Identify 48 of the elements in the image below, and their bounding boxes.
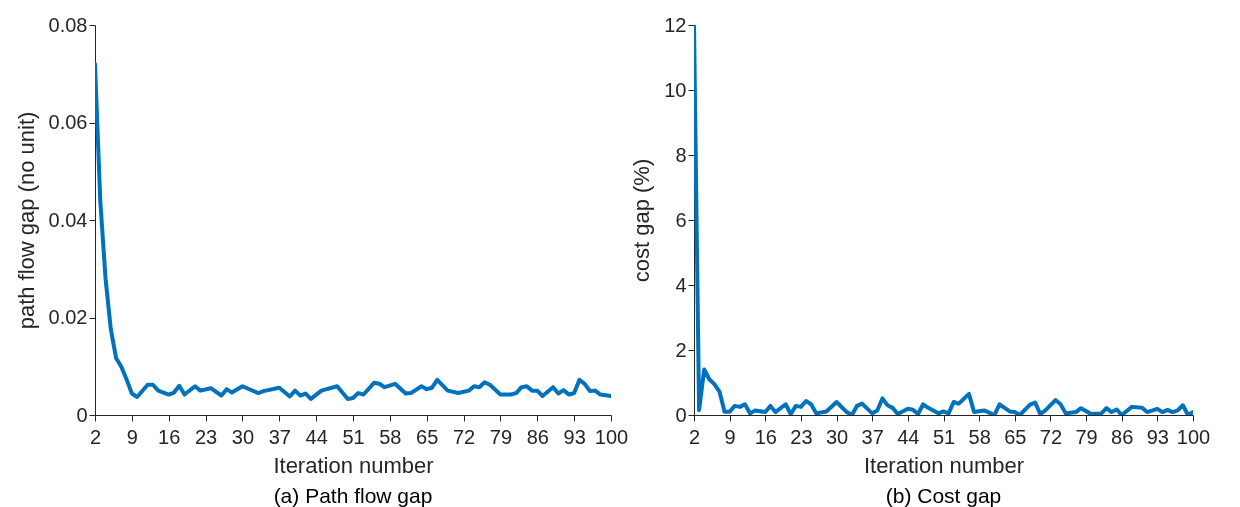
x-tick-label: 51 (342, 425, 365, 448)
x-tick-label: 86 (1111, 425, 1134, 448)
text: (a) Path flow gap (273, 484, 433, 507)
x-tick-label: 16 (158, 425, 181, 448)
y-tick-label: 8 (675, 143, 687, 166)
x-tick-label: 51 (932, 425, 956, 448)
x-tick-label: 44 (897, 425, 920, 448)
text: (b) Cost gap (885, 484, 1002, 507)
y-tick-label: 10 (664, 78, 687, 101)
y-tick-label: 0.08 (48, 13, 88, 36)
x-tick-label: 9 (724, 425, 736, 448)
y-axis-title: path flow gap (no unit) (13, 111, 39, 330)
x-tick-label: 23 (790, 425, 813, 448)
y-tick-label: 0 (675, 403, 687, 426)
x-tick-label: 37 (861, 425, 884, 448)
x-tick-label: 72 (452, 425, 476, 448)
x-tick-label: 65 (416, 425, 439, 448)
x-tick-label: 93 (563, 425, 586, 448)
y-tick-label: 0.04 (48, 208, 88, 231)
x-tick-label: 30 (825, 425, 849, 448)
x-tick-label: 44 (305, 425, 328, 448)
x-tick-label: 79 (489, 425, 513, 448)
x-tick-label: 79 (1075, 425, 1098, 448)
y-tick-label: 12 (664, 13, 687, 36)
x-axis-title: Iteration number (863, 452, 1025, 478)
x-tick-label: 9 (126, 425, 138, 448)
x-tick-label: 100 (1176, 425, 1211, 448)
x-tick-label: 93 (1146, 425, 1169, 448)
y-tick-label: 0.06 (48, 111, 88, 133)
x-tick-label: 72 (1039, 425, 1063, 448)
x-tick-label: 58 (379, 425, 402, 448)
y-axis-title: cost gap (%) (629, 158, 655, 283)
x-tick-label: 86 (526, 425, 549, 448)
x-axis-title: Iteration number (273, 452, 434, 478)
x-tick-label: 2 (89, 425, 102, 448)
y-tick-label: 0 (76, 403, 88, 426)
x-tick-label: 65 (1004, 425, 1027, 448)
y-tick-label: 4 (675, 273, 687, 296)
x-tick-label: 100 (594, 425, 629, 448)
y-tick-label: 2 (675, 338, 687, 361)
y-tick-label: 6 (675, 208, 687, 231)
x-tick-label: 16 (754, 425, 777, 448)
x-tick-label: 37 (268, 425, 291, 448)
x-tick-label: 23 (194, 425, 218, 448)
x-tick-label: 30 (231, 425, 255, 448)
y-tick-label: 0.02 (48, 306, 88, 328)
line-series (95, 62, 611, 401)
x-tick-label: 58 (968, 425, 991, 448)
